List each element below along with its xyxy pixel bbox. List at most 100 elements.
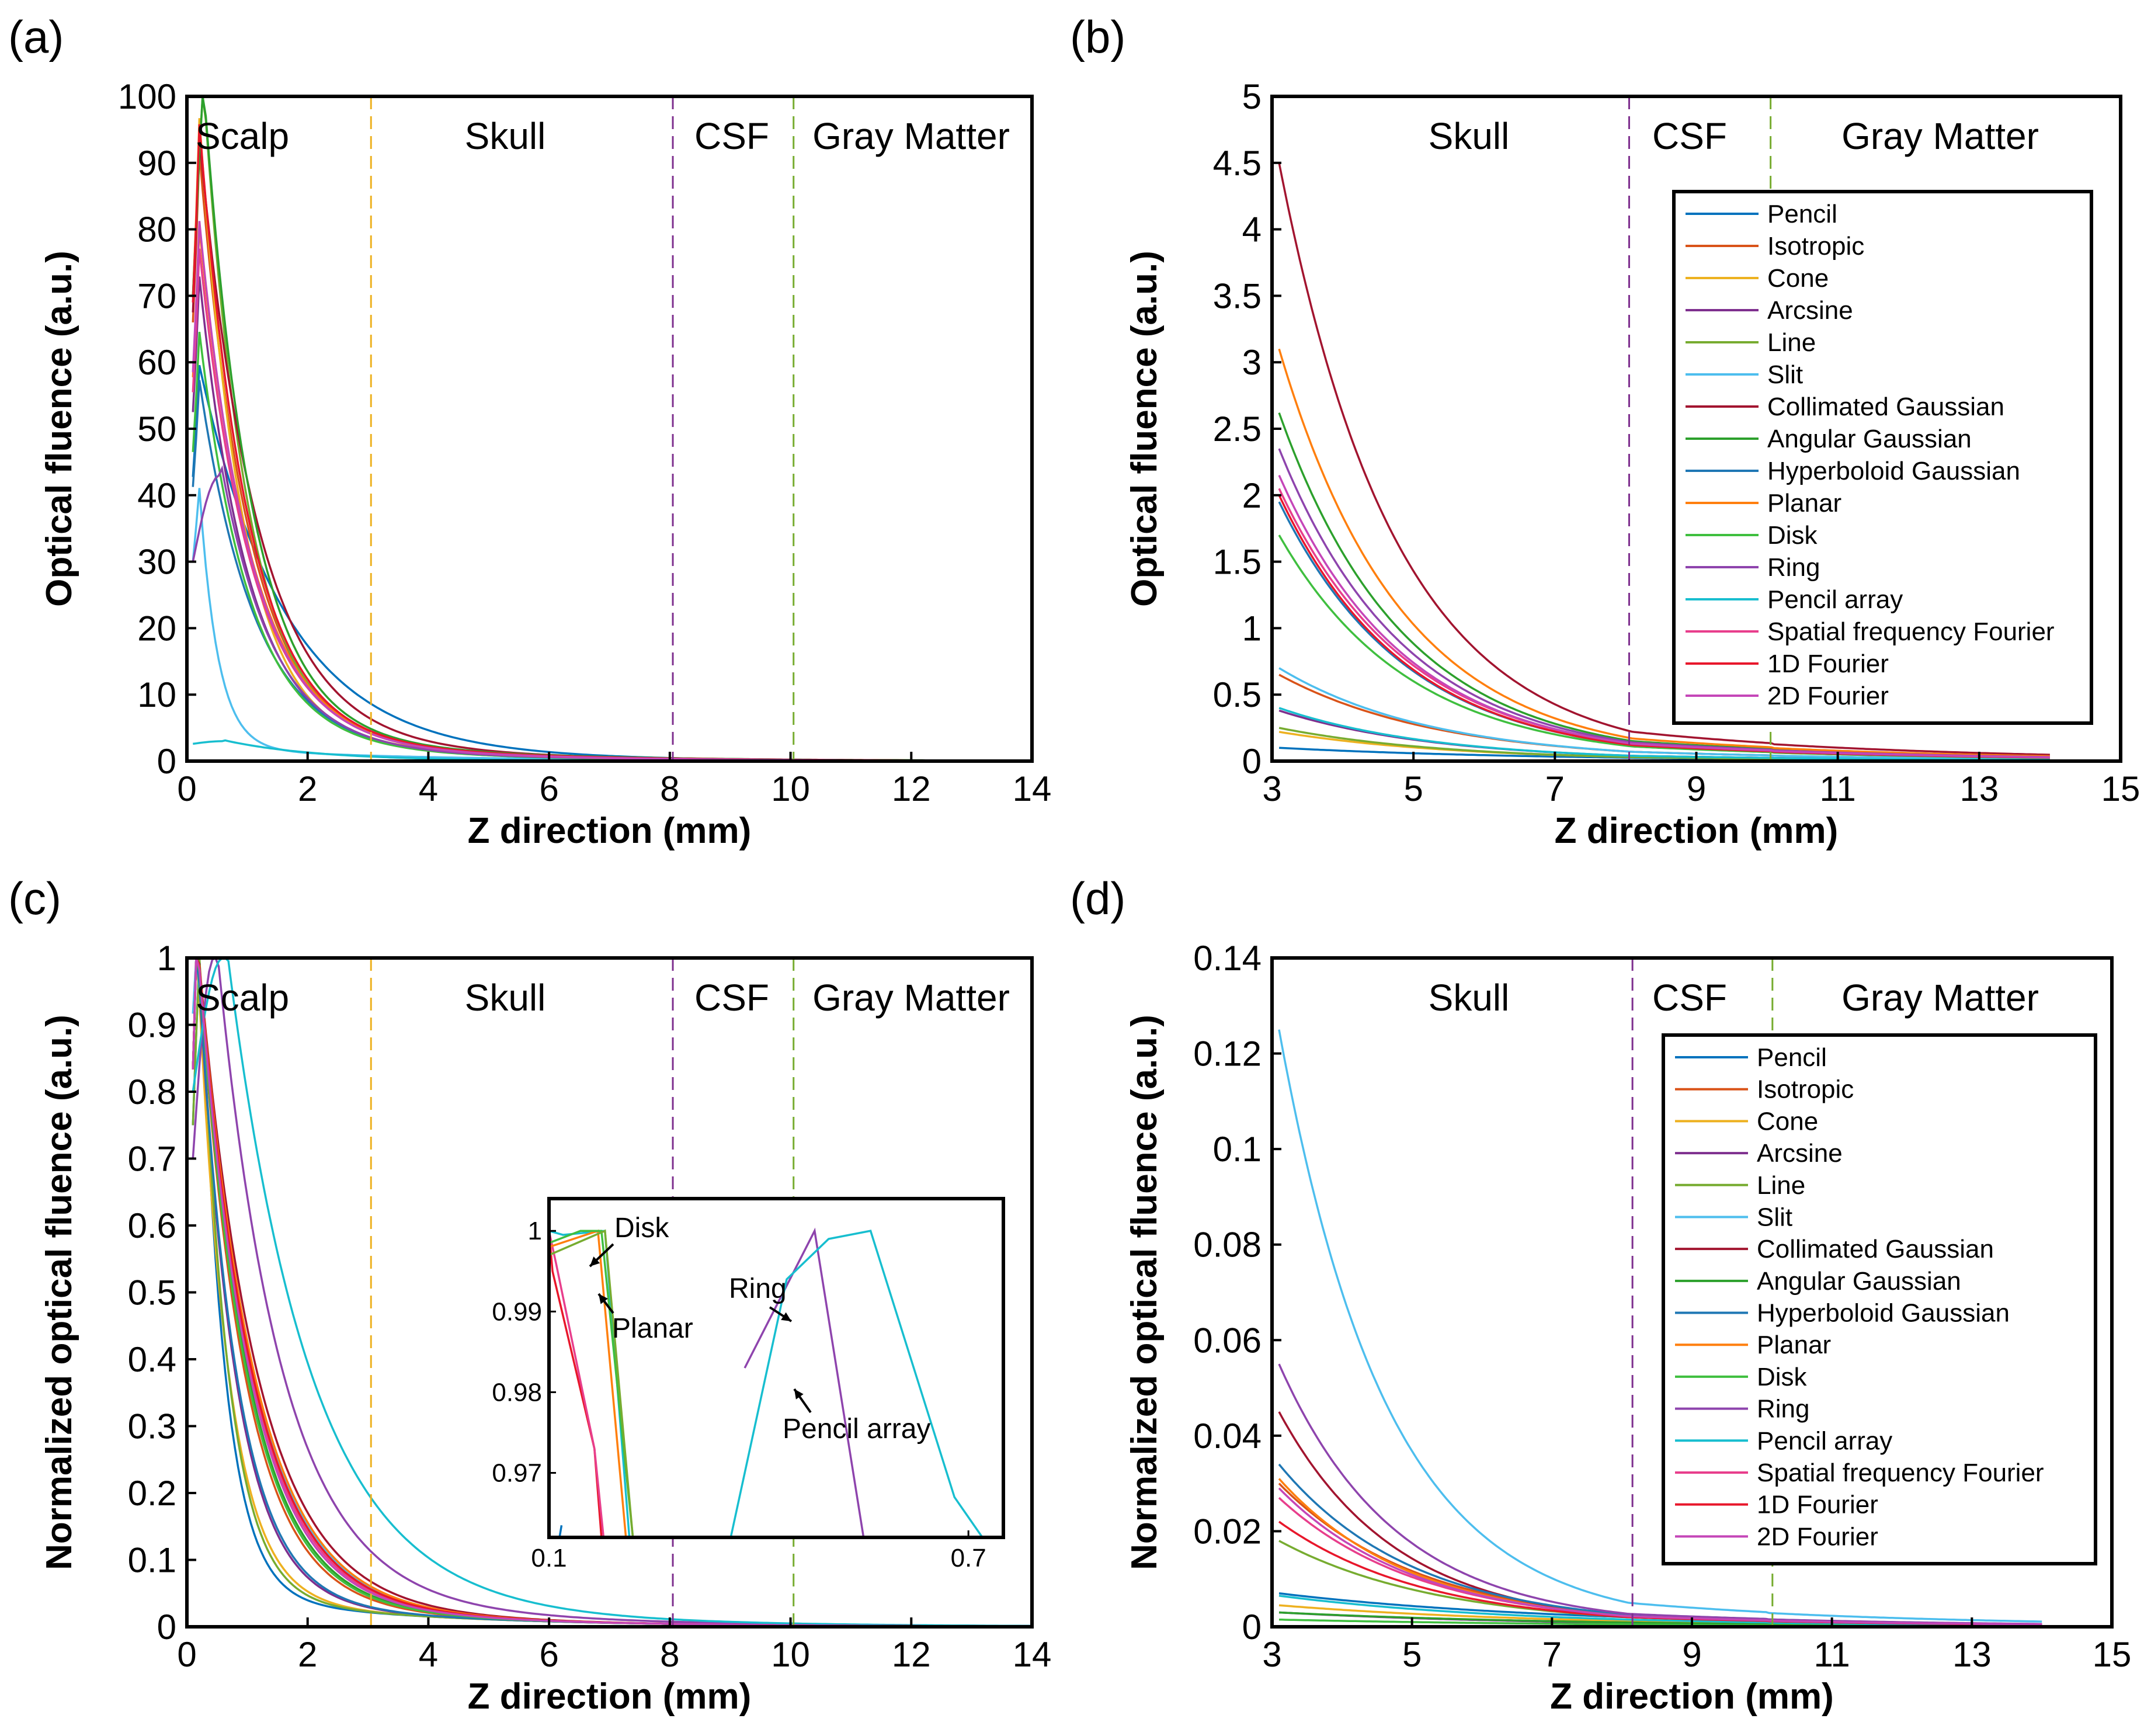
arrow-head xyxy=(781,1312,791,1321)
series-line-1d-fourier xyxy=(192,124,1032,761)
legend-entry: 2D Fourier xyxy=(1757,1522,1878,1551)
series-line-slit xyxy=(1278,667,2050,761)
x-axis-title: Z direction (mm) xyxy=(468,1676,752,1717)
x-tick-label: 2 xyxy=(298,1635,317,1674)
y-tick-label: 0 xyxy=(1242,1607,1262,1647)
y-tick-label: 70 xyxy=(137,276,176,315)
series-line-collimated-gaussian xyxy=(1278,162,2050,756)
legend-entry: Ring xyxy=(1767,553,1820,582)
y-tick-label: 0.2 xyxy=(128,1474,176,1513)
inset-annotation: Pencil array xyxy=(783,1414,930,1445)
inset-y-tick-label: 0.99 xyxy=(492,1297,542,1326)
region-label: Skull xyxy=(465,977,546,1019)
legend-entry: Hyperboloid Gaussian xyxy=(1757,1299,2010,1328)
inset-lines xyxy=(549,1227,984,1537)
series-line-pencil-array xyxy=(1278,707,2050,761)
legend-entry: 1D Fourier xyxy=(1757,1491,1878,1519)
y-tick-label: 0.9 xyxy=(128,1006,176,1045)
legend: Pencil Isotropic Cone Arcsine Line Slit Collim… xyxy=(1662,1033,2097,1565)
x-tick-label: 3 xyxy=(1262,769,1281,808)
y-tick-label: 0.04 xyxy=(1193,1416,1262,1456)
legend-entry: Arcsine xyxy=(1757,1139,1843,1168)
x-axis-title: Z direction (mm) xyxy=(468,811,752,851)
legend-entry: Hyperboloid Gaussian xyxy=(1767,457,2020,485)
y-tick-label: 0.3 xyxy=(128,1407,176,1446)
panel-label: (c) xyxy=(8,873,61,924)
y-tick-label: 0.1 xyxy=(1213,1130,1262,1169)
series-line-planar xyxy=(192,227,1032,761)
x-tick-label: 2 xyxy=(298,769,317,808)
inset-line xyxy=(729,1230,984,1537)
y-tick-label: 2.5 xyxy=(1213,409,1262,449)
x-tick-label: 5 xyxy=(1403,769,1423,808)
x-axis-title: Z direction (mm) xyxy=(1550,1676,1834,1717)
inset-y-tick-label: 0.97 xyxy=(492,1459,542,1488)
y-tick-label: 2 xyxy=(1242,476,1262,515)
x-tick-label: 10 xyxy=(771,769,810,808)
region-label: CSF xyxy=(1652,977,1727,1019)
x-tick-label: 12 xyxy=(892,769,931,808)
legend-entry: Arcsine xyxy=(1767,296,1853,325)
region-label: Gray Matter xyxy=(812,115,1010,157)
legend-entry: Spatial frequency Fourier xyxy=(1767,617,2055,646)
legend-entry: 2D Fourier xyxy=(1767,682,1889,710)
legend-entry: Cone xyxy=(1757,1107,1818,1136)
inset-y-tick-label: 1 xyxy=(528,1217,542,1245)
inset-line xyxy=(558,1525,563,1537)
y-tick-label: 0.4 xyxy=(128,1340,176,1379)
legend-entry: Cone xyxy=(1767,264,1829,293)
arrow-head xyxy=(794,1389,804,1400)
x-axis-title: Z direction (mm) xyxy=(1555,811,1839,851)
y-tick-label: 1 xyxy=(157,939,176,978)
legend-entry: Isotropic xyxy=(1767,232,1864,261)
series-line-cone xyxy=(192,118,1032,761)
x-tick-label: 11 xyxy=(1814,1635,1850,1674)
legend-entry: Pencil xyxy=(1767,200,1837,228)
series-line-slit xyxy=(192,488,1032,761)
y-tick-label: 100 xyxy=(118,77,176,116)
arrow-head xyxy=(599,1294,609,1304)
x-tick-label: 15 xyxy=(2101,769,2140,808)
series-group xyxy=(192,96,1032,761)
y-tick-label: 0.06 xyxy=(1193,1321,1262,1360)
legend-box xyxy=(1672,190,2093,725)
x-tick-label: 3 xyxy=(1262,1635,1281,1674)
x-tick-label: 13 xyxy=(1959,769,1999,808)
region-label: CSF xyxy=(1652,115,1727,157)
legend-entry: 1D Fourier xyxy=(1767,650,1889,678)
region-label: Gray Matter xyxy=(1841,977,2039,1019)
region-label: Skull xyxy=(465,115,546,157)
y-tick-label: 50 xyxy=(137,409,176,449)
y-tick-label: 0.5 xyxy=(1213,675,1262,714)
x-tick-label: 13 xyxy=(1952,1635,1992,1674)
region-label: Scalp xyxy=(196,977,289,1019)
series-line-angular-gaussian xyxy=(192,96,1032,761)
y-axis-title: Optical fluence (a.u.) xyxy=(39,251,79,607)
x-tick-label: 0 xyxy=(177,1635,196,1674)
inset-frame xyxy=(547,1197,1005,1539)
y-tick-label: 4.5 xyxy=(1213,144,1262,183)
panel-a: (a) Scalp Skull CSF Gray Matter 0 2 4 6 8 10 12 14 0 1… xyxy=(8,11,1051,851)
legend-entry: Ring xyxy=(1757,1395,1810,1423)
y-tick-label: 0 xyxy=(1242,742,1262,781)
series-line-spatial-frequency-fourier xyxy=(192,248,1032,761)
y-tick-label: 10 xyxy=(137,675,176,714)
y-tick-label: 4 xyxy=(1242,210,1262,249)
x-tick-label: 6 xyxy=(539,769,558,808)
legend-entry: Pencil xyxy=(1757,1043,1827,1072)
x-tick-label: 9 xyxy=(1682,1635,1701,1674)
y-axis-title: Normalized optical fluence (a.u.) xyxy=(1124,1015,1165,1570)
inset-x-tick-label: 0.7 xyxy=(951,1544,986,1572)
y-tick-label: 60 xyxy=(137,343,176,382)
inset-annotation: Disk xyxy=(614,1213,669,1244)
arrow-head xyxy=(590,1256,600,1266)
legend-entry: Pencil array xyxy=(1767,585,1903,614)
inset-line xyxy=(549,1230,634,1537)
inset-line xyxy=(549,1230,605,1537)
panel-label: (d) xyxy=(1070,873,1125,924)
y-tick-label: 3 xyxy=(1242,343,1262,382)
panel-d: (d) Skull CSF Gray Matter 3 5 7 9 11 13 15 0 0.02 0.0… xyxy=(1070,873,2131,1717)
legend-entry: Angular Gaussian xyxy=(1767,425,1972,453)
legend-entry: Slit xyxy=(1767,360,1803,389)
